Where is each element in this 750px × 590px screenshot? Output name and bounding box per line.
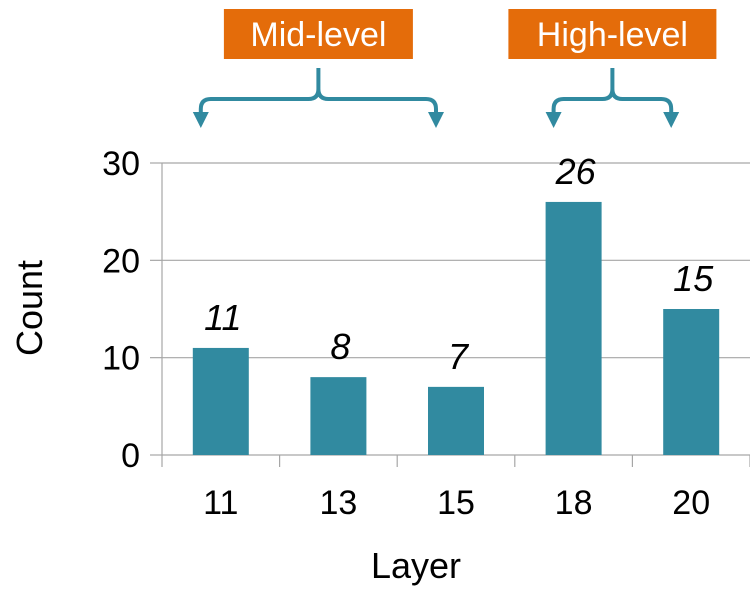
data-label: 7 bbox=[448, 336, 470, 377]
x-tick-label: 11 bbox=[203, 484, 238, 522]
annotation-brace bbox=[198, 68, 438, 116]
bar-layer-20 bbox=[663, 309, 720, 455]
x-tick-label: 20 bbox=[672, 484, 710, 522]
x-axis-title: Layer bbox=[371, 545, 461, 586]
annotation-label: High-level bbox=[537, 16, 688, 54]
bar-layer-18 bbox=[545, 201, 602, 455]
bar-layer-11 bbox=[192, 347, 249, 455]
annotation-arrowhead bbox=[428, 112, 444, 128]
gridlines bbox=[162, 162, 750, 359]
y-tick-label: 0 bbox=[121, 437, 140, 475]
data-label: 11 bbox=[204, 297, 241, 338]
y-tick-label: 10 bbox=[102, 340, 140, 378]
y-axis-title: Count bbox=[9, 260, 50, 356]
annotation-box bbox=[508, 9, 717, 59]
y-tick-label: 30 bbox=[102, 145, 140, 183]
annotation-brace bbox=[551, 68, 674, 116]
annotation-label: Mid-level bbox=[250, 16, 386, 54]
data-labels: 11 8 7 26 15 bbox=[204, 151, 714, 377]
axes: 0 10 20 30 11 13 15 18 20 bbox=[102, 145, 750, 522]
x-tick-label: 13 bbox=[319, 484, 357, 522]
bar-layer-15 bbox=[428, 386, 484, 455]
annotations: Mid-level High-level bbox=[192, 9, 717, 128]
x-tick-label: 15 bbox=[437, 484, 475, 522]
y-tick-label: 20 bbox=[102, 242, 140, 280]
data-label: 26 bbox=[555, 151, 597, 192]
annotation-arrowhead bbox=[663, 112, 680, 128]
data-label: 8 bbox=[330, 326, 350, 367]
annotation-arrowhead bbox=[192, 112, 209, 128]
bar-layer-13 bbox=[310, 377, 367, 455]
annotation-arrowhead bbox=[545, 112, 562, 128]
annotation-box bbox=[223, 9, 413, 59]
x-tick-label: 18 bbox=[555, 484, 593, 522]
data-label: 15 bbox=[673, 258, 714, 299]
bars bbox=[192, 201, 720, 455]
